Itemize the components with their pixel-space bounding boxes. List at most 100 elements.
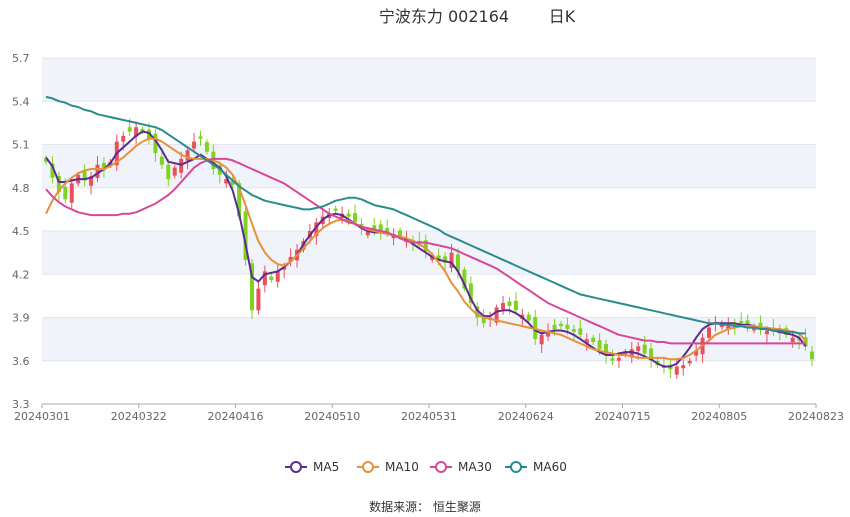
x-tick-label: 20240531 [401,410,457,423]
legend-marker [510,461,522,473]
candle-body [687,360,692,364]
candle-body [140,128,145,132]
x-tick-label: 20240823 [788,410,844,423]
candle-body [558,323,563,327]
legend-label: MA10 [385,460,419,474]
candle-body [455,254,460,272]
candle-body [378,224,383,231]
candle-body [597,340,602,350]
candle-body [629,349,634,358]
candle-body [127,127,132,132]
candle-body [494,307,499,323]
candle-body [95,164,100,178]
candle-body [501,303,506,310]
candle-body [333,208,338,211]
candle-body [578,328,583,335]
candle-body [230,180,235,185]
legend-label: MA60 [533,460,567,474]
x-tick-label: 20240805 [691,410,747,423]
candle-body [526,314,531,321]
candle-body [758,322,763,330]
candle-body [269,276,274,281]
legend: MA5 MA10 MA30 MA60 [285,460,567,474]
candle-body [314,222,319,237]
x-tick-label: 20240416 [208,410,264,423]
x-tick-label: 20240301 [14,410,70,423]
x-tick-label: 20240322 [111,410,167,423]
chart-title: 宁波东力 002164 [379,7,509,26]
candle-body [694,350,699,356]
candle-body [179,158,184,173]
legend-marker [435,461,447,473]
candle-body [398,230,403,237]
series-line-ma30 [45,157,806,345]
candle-body [237,183,242,217]
candle-body [423,240,428,252]
y-axis-ticks: 3.3 3.6 3.9 4.2 4.5 4.8 5.1 5.4 5.7 [12,52,30,411]
y-tick-label: 3.6 [12,355,30,368]
candle-body [385,228,390,233]
candle-body [282,267,287,270]
candle-body [539,334,544,345]
candle-body [739,320,744,324]
candle-body [707,327,712,338]
y-tick-label: 4.8 [12,182,30,195]
candle-body [288,256,293,262]
candle-body [346,213,351,217]
candle-body [262,271,267,286]
candle-body [372,225,377,230]
legend-marker [362,461,374,473]
candle-body [732,322,737,327]
candle-body [56,175,61,193]
candle-body [275,271,280,282]
x-tick-label: 20240510 [304,410,360,423]
candle-body [101,162,106,171]
legend-label: MA5 [313,460,339,474]
candle-body [443,256,448,263]
gridlines [42,57,816,405]
background-band [42,231,816,275]
y-tick-label: 3.3 [12,398,30,411]
y-tick-label: 4.5 [12,225,30,238]
candle-body [44,158,48,162]
y-tick-label: 4.2 [12,268,30,281]
series-line-ma5 [45,130,807,368]
y-tick-label: 3.9 [12,312,30,325]
candle-body [121,135,126,142]
background-band [42,144,816,188]
data-source: 数据来源： 恒生聚源 [369,499,481,514]
candle-body [790,337,795,343]
candle-body [584,339,589,344]
x-tick-label: 20240624 [498,410,554,423]
candle-body [546,331,551,337]
background-bands [42,58,816,361]
y-tick-label: 5.4 [12,95,30,108]
candle-body [192,141,197,149]
candle-body [224,179,229,184]
candle-body [166,164,171,180]
candle-body [82,171,87,181]
candle-body [256,288,261,311]
candle-body [764,330,769,335]
legend-label: MA30 [458,460,492,474]
y-tick-label: 5.7 [12,52,30,65]
candle-body [198,136,203,139]
candle-body [172,167,177,176]
series-line-ma10 [45,137,807,361]
candle-body [134,127,139,137]
candle-body [468,283,473,304]
candle-body [674,366,679,375]
candle-body [153,133,158,154]
candle-body [616,357,621,361]
candle-body [571,329,576,332]
candle-body [365,231,370,236]
candle-body [89,176,94,186]
candle-body [810,351,814,360]
candle-body [475,306,480,318]
candle-body [642,344,647,354]
candle-body [352,213,357,223]
candle-body [623,352,628,355]
candle-body [249,263,254,311]
candle-body [185,150,190,161]
